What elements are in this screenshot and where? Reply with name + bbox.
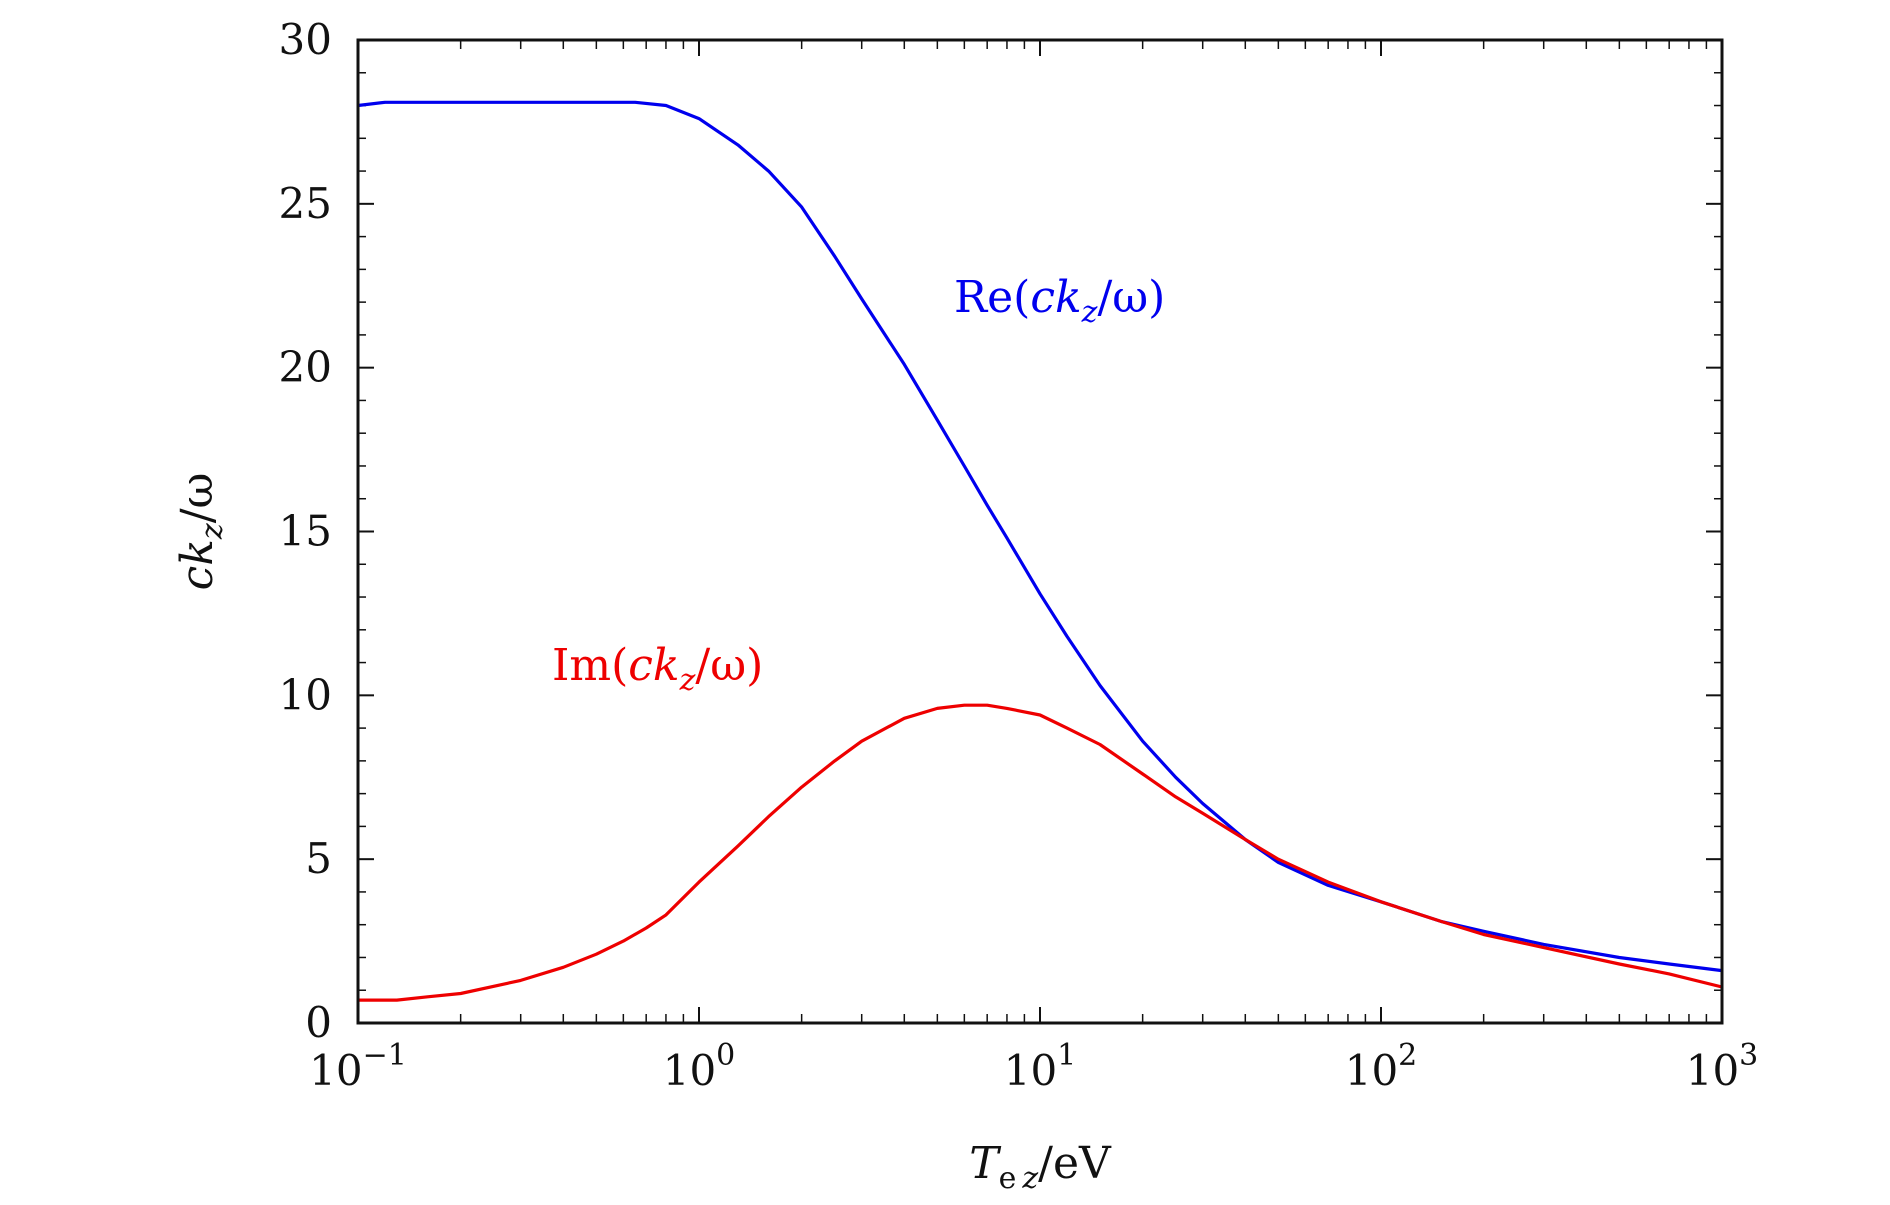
y-tick-label: 5 xyxy=(305,834,332,883)
x-tick-label: 103 xyxy=(1686,1038,1759,1095)
y-tick-label: 25 xyxy=(279,179,332,228)
y-tick-label: 0 xyxy=(305,998,332,1047)
series-label-re: Re(ckz/ω) xyxy=(954,272,1165,330)
y-tick-label: 20 xyxy=(279,343,332,392)
y-tick-label: 10 xyxy=(279,670,332,719)
series-layer xyxy=(357,100,1723,1002)
tick-labels: 0 5 10 15 20 25 30 10−1 100 101 102 103 xyxy=(279,15,1759,1095)
y-tick-label: 30 xyxy=(279,15,332,64)
y-tick-label: 15 xyxy=(279,507,332,556)
series-label-im: Im(ckz/ω) xyxy=(552,640,763,698)
x-tick-label: 10−1 xyxy=(309,1038,407,1095)
series-line-1 xyxy=(358,703,1723,1002)
x-tick-label: 102 xyxy=(1345,1038,1418,1095)
x-tick-label: 100 xyxy=(663,1038,736,1095)
series-line-0 xyxy=(357,100,1723,973)
plot-frame xyxy=(356,38,1724,1025)
x-axis-label: Te z/eV xyxy=(969,1138,1112,1196)
y-axis-label: ckz/ω xyxy=(172,473,230,591)
ticks-layer xyxy=(357,39,1723,1024)
x-tick-label: 101 xyxy=(1004,1038,1077,1095)
